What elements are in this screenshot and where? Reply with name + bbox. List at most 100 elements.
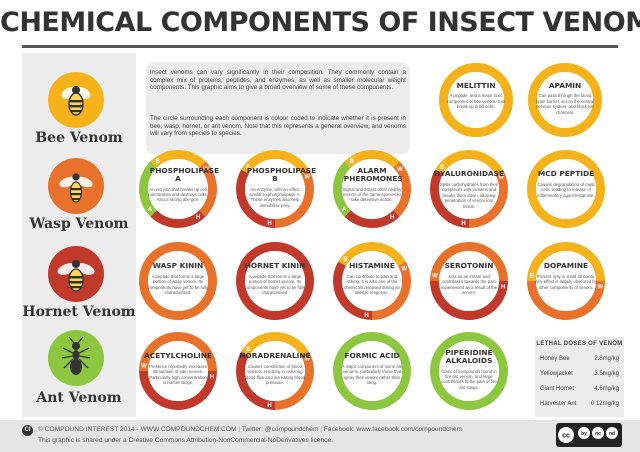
footer-facebook[interactable]: Facebook: www.facebook.com/compoundchem <box>323 426 463 433</box>
component-name: APAMIN <box>548 81 582 91</box>
lethal-dose-value: 4.6mg/kg <box>594 386 619 392</box>
component-name: PHOSPHOLIPASE B <box>246 166 317 184</box>
intro-paragraph-2: The circle surrounding each component is… <box>150 115 406 138</box>
venom-letter: H <box>390 215 394 221</box>
venom-ring-segment-H <box>430 169 470 228</box>
venom-ring-segment-W <box>371 261 411 320</box>
wasp-venom-label: Wasp Venom <box>29 216 129 232</box>
venom-letter: A <box>342 207 347 213</box>
venom-letter: W <box>304 175 310 181</box>
venom-ring-segment-B <box>338 242 406 267</box>
component-description: A peptide that forms a large portion of … <box>147 273 209 296</box>
venom-ring <box>527 150 605 228</box>
component-description: Causes degranulation of mast cells, lead… <box>537 181 595 198</box>
component-name: PHOSPHOLIPASE A <box>149 166 220 184</box>
component-mcd-peptide: MCD PEPTIDE Causes degranulation of mast … <box>519 142 613 236</box>
footer-separator: | <box>320 426 324 433</box>
venom-ring-segment-B <box>527 242 605 282</box>
component-name: ACETYLCHOLINE <box>144 351 212 361</box>
venom-ring-segment-W <box>527 280 605 320</box>
component-name: SEROTONIN <box>444 261 494 271</box>
component-inner-disc <box>342 341 402 401</box>
component-description: A peptide, and a major toxic component o… <box>446 93 506 110</box>
venom-ring-segment-H <box>236 351 276 410</box>
component-description: Can pass through the blood brain barrier… <box>535 93 595 115</box>
venom-ring: B W H <box>333 242 411 320</box>
component-inner-disc <box>342 159 402 219</box>
hornet-icon <box>57 260 95 292</box>
venom-ring-segment-B <box>150 150 206 168</box>
component-phospholipase-a: B W H A PHOSPHOLIPASE A An enzyme that breaks… <box>131 142 225 236</box>
bee-venom-circle <box>48 72 104 128</box>
component-inner-disc <box>245 251 305 311</box>
venom-ring-segment-H <box>236 242 314 320</box>
venom-letter: H <box>196 215 200 221</box>
venom-ring-segment-B <box>241 150 309 175</box>
venom-ring-segment-A <box>333 161 351 217</box>
venom-letter: A <box>148 207 153 213</box>
component-name: MCD PEPTIDE <box>537 169 595 179</box>
venom-letter: W <box>141 364 147 370</box>
venom-letter: W <box>203 167 209 173</box>
component-description: A peptide that forms a large portion of … <box>244 273 306 296</box>
component-inner-disc <box>439 341 499 401</box>
component-name: NORADRENALINE <box>239 351 311 361</box>
venom-ring: B W H <box>236 332 314 410</box>
component-formic-acid: FORMIC ACID A major component of some ant… <box>325 324 419 418</box>
component-description: An enzyme, with an effect similar to pho… <box>249 186 301 208</box>
component-inner-disc <box>342 251 402 311</box>
lethal-dose-value: 2.8mg/kg <box>594 356 619 362</box>
venom-letter: H <box>267 403 271 409</box>
component-name: WASP KININ <box>152 261 204 271</box>
venom-letter: W <box>432 274 438 280</box>
venom-letter: H <box>461 221 465 227</box>
component-name: HISTAMINE <box>349 261 395 271</box>
creative-commons-badge[interactable]: cc by nc nd <box>556 423 622 447</box>
ant-venom-circle <box>48 330 104 386</box>
component-description: Splits carbohydrates from their complexe… <box>439 181 499 209</box>
nd-icon: nd <box>609 431 615 437</box>
venom-ring-segment-W <box>274 351 314 410</box>
venom-ring: WH <box>430 242 508 320</box>
venom-letter: B <box>440 165 445 171</box>
venom-ring-segment-B <box>528 63 602 137</box>
venom-letter: B <box>246 165 251 171</box>
component-alarm-pheromones: B W H A ALARM PHEROMONES Signal and attract o… <box>325 142 419 236</box>
footer-twitter[interactable]: Twitter: @compoundchem <box>241 426 319 433</box>
venom-ring-segment-B <box>435 150 503 175</box>
footer-copyright[interactable]: © COMPOUND INTEREST 2014 - WWW.COMPOUNDC… <box>38 426 237 433</box>
venom-ring-segment-W <box>139 242 217 320</box>
component-name: FORMIC ACID <box>344 351 400 361</box>
venom-ring-segment-H <box>150 210 206 228</box>
venom-ring <box>236 242 314 320</box>
component-hyaluronidase: B W H HYALURONIDASE Splits carbohydrates fro… <box>422 142 516 236</box>
intro-text-box: Insect venoms can vary significantly in … <box>146 62 410 154</box>
venom-ring: B W H A <box>333 150 411 228</box>
venom-letter: W <box>498 175 504 181</box>
venom-letter: W <box>304 357 310 363</box>
component-dopamine: B W DOPAMINE Present only in small amounts.… <box>519 234 613 328</box>
venom-ring-segment-H <box>430 280 508 320</box>
compound-interest-logo: CI <box>22 425 33 436</box>
component-wasp-kinin: WASP KININ A peptide that forms a large p… <box>131 234 225 328</box>
lethal-dose-value: 0.12mg/kg <box>590 401 619 407</box>
wasp-venom-circle <box>48 158 104 214</box>
hornet-venom-label: Hornet Venom <box>22 304 136 320</box>
component-description: Causes constriction of blood vessels, re… <box>244 363 306 386</box>
component-description: An enzyme that breaks up cell membranes … <box>148 186 208 203</box>
component-phospholipase-b: B W H PHOSPHOLIPASE B An enzyme, with an eff… <box>228 142 322 236</box>
venom-ring: WH <box>139 332 217 410</box>
by-icon: by <box>581 431 587 437</box>
nc-icon: nc <box>595 431 601 437</box>
component-name: DOPAMINE <box>543 261 589 271</box>
venom-ring <box>528 63 602 137</box>
footer-license: This graphic is shared under a Creative … <box>38 437 334 444</box>
ant-venom-label: Ant Venom <box>36 390 122 406</box>
component-hornet-kinin: HORNET KININ A peptide that forms a large… <box>228 234 322 328</box>
component-piperidine-alkaloids: PIPERIDINE ALKALOIDS Class of compounds f… <box>422 324 516 418</box>
component-noradrenaline: B W H NORADRENALINE Causes constriction of b… <box>228 324 322 418</box>
venom-ring <box>439 63 513 137</box>
venom-ring-segment-H <box>139 370 217 410</box>
venom-letter: W <box>397 167 403 173</box>
component-description: Acts as an irritant and contributes towa… <box>440 273 498 296</box>
